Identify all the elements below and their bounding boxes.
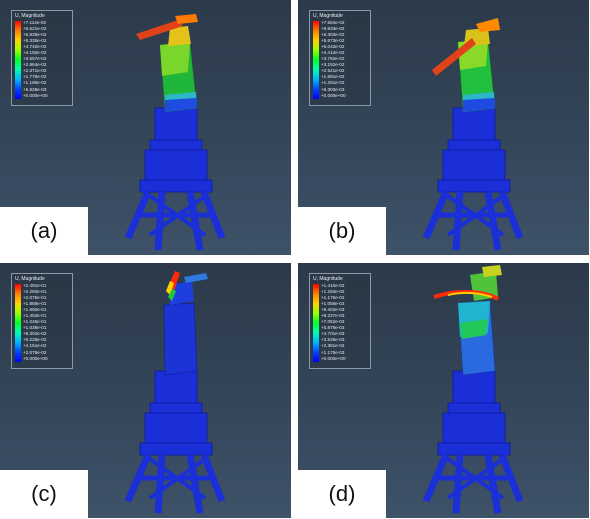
legend-value: +0.000e+00 (321, 355, 346, 361)
panel-label-box: (c) (0, 470, 88, 518)
legend-value: +6.226e-02 (23, 337, 47, 343)
legend-value: +6.303e-02 (321, 32, 345, 38)
robot-body (433, 265, 502, 376)
panel-c: U, Magnitude +2.491e-01 +2.283e-01 +2.07… (0, 263, 291, 518)
legend-value: +1.175e-03 (321, 349, 345, 355)
robot-body (432, 18, 500, 113)
legend-value: +8.227e-03 (321, 313, 345, 319)
legend-value: +1.891e-02 (321, 74, 345, 80)
legend-colorbar (15, 284, 21, 362)
legend-value: +6.303e-03 (321, 86, 345, 92)
legend-value: +2.964e-02 (23, 62, 47, 68)
legend-value: +1.453e-01 (23, 313, 47, 319)
contour-legend: U, Magnitude +7.114e-02 +6.521e-02 +5.92… (11, 10, 73, 106)
panel-label: (a) (30, 218, 58, 243)
panel-label-box: (b) (298, 207, 386, 255)
panel-label: (d) (328, 481, 356, 506)
legend-title: U, Magnitude (313, 13, 343, 19)
legend-value: +8.302e-02 (23, 331, 47, 337)
legend-value: +2.491e-01 (23, 283, 47, 288)
panel-label: (c) (31, 481, 57, 506)
legend-value: +5.673e-02 (321, 38, 345, 44)
legend-value: +0.000e+00 (23, 92, 48, 98)
legend-value: +4.150e-02 (23, 50, 47, 56)
legend-title: U, Magnitude (15, 276, 45, 282)
legend-values: +7.114e-02 +6.521e-02 +5.928e-02 +5.335e… (23, 20, 48, 99)
legend-value: +7.564e-02 (321, 20, 345, 25)
contour-legend: U, Magnitude +7.564e-02 +6.933e-02 +6.30… (309, 10, 371, 106)
robot-body (163, 271, 208, 376)
legend-value: +2.075e-01 (23, 295, 47, 301)
legend-body: +2.491e-01 +2.283e-01 +2.075e-01 +1.868e… (15, 283, 69, 364)
legend-value: +2.075e-02 (23, 349, 47, 355)
legend-value: +3.526e-03 (321, 337, 345, 343)
legend-value: +1.410e-02 (321, 283, 345, 288)
legend-value: +7.114e-02 (23, 20, 47, 25)
legend-value: +5.876e-03 (321, 325, 345, 331)
legend-value: +5.928e-02 (23, 32, 47, 38)
contour-legend: U, Magnitude +2.491e-01 +2.283e-01 +2.07… (11, 273, 73, 369)
legend-colorbar (15, 21, 21, 99)
legend-value: +6.521e-02 (23, 26, 47, 32)
legend-value: +1.778e-02 (23, 74, 47, 80)
support-tower (422, 107, 524, 251)
legend-value: +3.557e-02 (23, 56, 47, 62)
legend-value: +1.293e-02 (321, 289, 345, 295)
fem-model-render (422, 265, 524, 514)
legend-value: +2.351e-03 (321, 343, 345, 349)
legend-body: +1.410e-02 +1.293e-02 +1.175e-02 +1.058e… (313, 283, 367, 364)
legend-values: +7.564e-02 +6.933e-02 +6.303e-02 +5.673e… (321, 20, 346, 99)
legend-value: +4.151e-02 (23, 343, 47, 349)
legend-value: +5.335e-02 (23, 38, 47, 44)
legend-title: U, Magnitude (313, 276, 343, 282)
legend-value: +3.782e-02 (321, 56, 345, 62)
legend-value: +1.058e-02 (321, 301, 345, 307)
legend-title: U, Magnitude (15, 13, 45, 19)
legend-body: +7.114e-02 +6.521e-02 +5.928e-02 +5.335e… (15, 20, 69, 101)
legend-value: +6.933e-02 (321, 26, 345, 32)
legend-value: +1.038e-01 (23, 325, 47, 331)
legend-values: +1.410e-02 +1.293e-02 +1.175e-02 +1.058e… (321, 283, 346, 362)
robot-body (136, 14, 198, 113)
contour-legend: U, Magnitude +1.410e-02 +1.293e-02 +1.17… (309, 273, 371, 369)
legend-value: +1.868e-01 (23, 301, 47, 307)
panel-label-box: (a) (0, 207, 88, 255)
legend-value: +2.283e-01 (23, 289, 47, 295)
fem-model-render (124, 271, 226, 514)
legend-value: +7.052e-03 (321, 319, 345, 325)
panel-a: U, Magnitude +7.114e-02 +6.521e-02 +5.92… (0, 0, 291, 255)
legend-colorbar (313, 284, 319, 362)
legend-value: +1.245e-01 (23, 319, 47, 325)
legend-value: +2.521e-02 (321, 68, 345, 74)
legend-body: +7.564e-02 +6.933e-02 +6.303e-02 +5.673e… (313, 20, 367, 101)
panel-b: U, Magnitude +7.564e-02 +6.933e-02 +6.30… (298, 0, 589, 255)
legend-value: +5.043e-02 (321, 44, 345, 50)
legend-value: +2.371e-02 (23, 68, 47, 74)
legend-value: +3.152e-02 (321, 62, 345, 68)
support-tower (124, 107, 226, 251)
legend-value: +4.742e-02 (23, 44, 47, 50)
fem-model-render (124, 14, 226, 251)
legend-value: +1.660e-01 (23, 307, 47, 313)
panel-label: (b) (328, 218, 356, 243)
legend-colorbar (313, 21, 319, 99)
fem-model-render (422, 18, 524, 251)
legend-value: +4.701e-03 (321, 331, 345, 337)
support-tower (422, 370, 524, 514)
legend-value: +1.261e-02 (321, 80, 345, 86)
legend-value: +0.000e+00 (321, 92, 346, 98)
legend-value: +5.928e-03 (23, 86, 47, 92)
legend-value: +9.402e-03 (321, 307, 345, 313)
legend-value: +4.412e-02 (321, 50, 345, 56)
panel-label-box: (d) (298, 470, 386, 518)
legend-value: +1.175e-02 (321, 295, 345, 301)
legend-value: +1.186e-02 (23, 80, 47, 86)
support-tower (124, 370, 226, 514)
legend-value: +0.000e+00 (23, 355, 48, 361)
panel-d: U, Magnitude +1.410e-02 +1.293e-02 +1.17… (298, 263, 589, 518)
legend-values: +2.491e-01 +2.283e-01 +2.075e-01 +1.868e… (23, 283, 48, 362)
